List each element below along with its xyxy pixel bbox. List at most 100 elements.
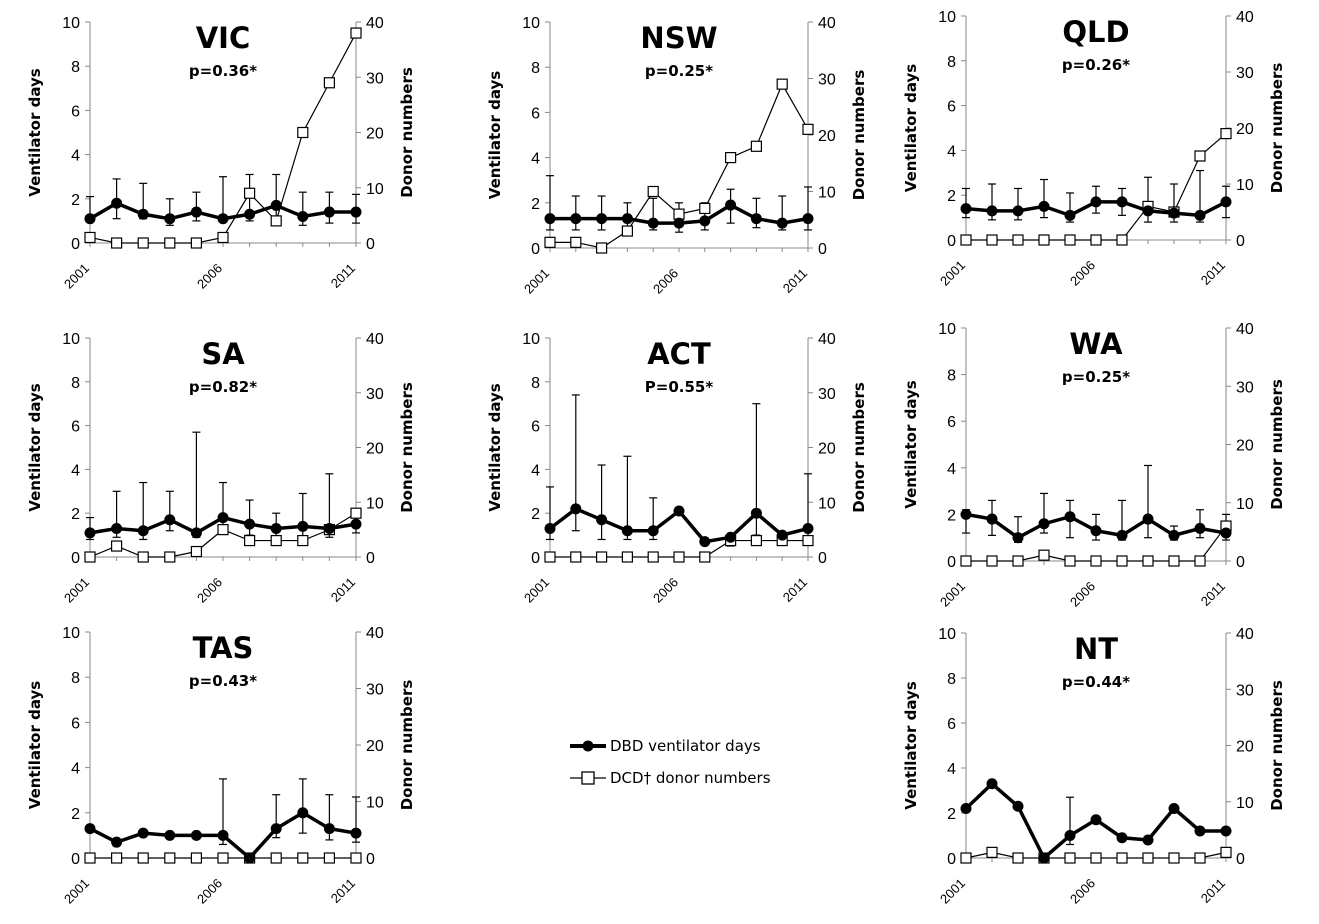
left-tick-label: 2 bbox=[71, 192, 80, 209]
left-tick-label: 10 bbox=[62, 15, 80, 32]
dbd-point bbox=[570, 213, 582, 225]
dcd-point bbox=[776, 78, 788, 90]
right-tick-label: 10 bbox=[366, 795, 384, 812]
x-tick-label: 2006 bbox=[650, 266, 681, 297]
dbd-point bbox=[137, 525, 149, 537]
left-tick-label: 8 bbox=[531, 60, 540, 77]
dbd-point bbox=[1220, 527, 1232, 539]
dbd-point bbox=[1168, 207, 1180, 219]
panel-sa: 0 2 4 6 8 10 0 10 20 30 40 2001 2006 2011 Ventilator d… bbox=[26, 331, 416, 606]
panel-p-value: p=0.44* bbox=[1062, 673, 1130, 691]
dcd-point bbox=[673, 208, 685, 220]
dbd-point bbox=[986, 513, 998, 525]
left-tick-label: 2 bbox=[947, 188, 956, 205]
left-tick-label: 4 bbox=[531, 151, 540, 168]
x-tick-label: 2006 bbox=[1067, 876, 1098, 907]
dbd-point bbox=[1064, 830, 1076, 841]
left-tick-label: 2 bbox=[947, 507, 956, 524]
left-tick-label: 4 bbox=[71, 462, 80, 479]
dcd-point bbox=[1220, 128, 1232, 140]
dcd-point bbox=[84, 551, 96, 563]
dcd-point bbox=[323, 77, 335, 89]
dbd-point bbox=[164, 213, 176, 225]
panel-p-value: p=0.36* bbox=[189, 62, 257, 80]
dcd-point bbox=[986, 234, 998, 246]
left-tick-label: 4 bbox=[531, 462, 540, 479]
y2-axis-title: Donor numbers bbox=[398, 67, 416, 198]
dcd-point bbox=[270, 215, 282, 227]
right-tick-label: 40 bbox=[818, 331, 836, 348]
panel-p-value: P=0.55* bbox=[645, 378, 714, 396]
dbd-point bbox=[621, 213, 633, 225]
dbd-point bbox=[84, 527, 96, 539]
dbd-point bbox=[350, 518, 362, 530]
right-tick-label: 20 bbox=[366, 126, 384, 143]
y-axis-title: Ventilator days bbox=[486, 71, 504, 199]
dbd-point bbox=[270, 823, 282, 835]
panel-title: VIC bbox=[196, 21, 251, 55]
x-tick-label: 2006 bbox=[194, 261, 225, 292]
dbd-point bbox=[1038, 518, 1050, 530]
panel-vic: 0 2 4 6 8 10 0 10 20 30 40 2001 2006 2011 Ventilator d… bbox=[26, 15, 416, 292]
left-tick-label: 4 bbox=[947, 143, 956, 160]
dcd-point bbox=[350, 852, 362, 864]
dbd-point bbox=[350, 206, 362, 218]
x-tick-label: 2001 bbox=[61, 575, 92, 606]
dbd-point bbox=[1116, 196, 1128, 208]
left-tick-label: 0 bbox=[531, 550, 540, 567]
left-tick-label: 6 bbox=[71, 419, 80, 436]
dbd-point bbox=[1168, 803, 1180, 814]
panel-nt: 0 2 4 6 8 10 0 10 20 30 40 2001 2006 2011 Ventilator d… bbox=[902, 626, 1286, 907]
dbd-point bbox=[1194, 522, 1206, 534]
left-tick-label: 2 bbox=[531, 506, 540, 523]
right-tick-label: 0 bbox=[1236, 233, 1245, 250]
panel-title: NSW bbox=[640, 21, 717, 55]
dcd-point bbox=[190, 545, 202, 558]
y-axis-title: Ventilator days bbox=[486, 383, 504, 511]
dbd-point bbox=[1168, 529, 1180, 541]
dcd-point bbox=[137, 237, 149, 249]
dbd-point bbox=[217, 213, 229, 225]
dbd-point bbox=[673, 505, 685, 517]
right-tick-label: 0 bbox=[366, 550, 375, 567]
dbd-point bbox=[323, 206, 335, 218]
dcd-point bbox=[164, 852, 176, 864]
left-tick-label: 10 bbox=[938, 9, 956, 26]
dbd-point bbox=[1090, 525, 1102, 537]
x-tick-label: 2011 bbox=[1198, 579, 1228, 609]
dcd-point bbox=[164, 237, 176, 249]
x-tick-label: 2006 bbox=[194, 876, 225, 907]
x-tick-label: 2001 bbox=[521, 575, 552, 606]
right-tick-label: 0 bbox=[1236, 851, 1245, 868]
right-tick-label: 20 bbox=[366, 738, 384, 755]
dbd-point bbox=[190, 527, 202, 539]
dbd-point bbox=[802, 523, 814, 535]
y2-axis-title: Donor numbers bbox=[398, 680, 416, 811]
panel-qld: 0 2 4 6 8 10 0 10 20 30 40 2001 2006 2011 Ventilator d… bbox=[902, 9, 1286, 289]
x-tick-label: 2011 bbox=[1198, 258, 1228, 288]
dcd-point bbox=[1064, 234, 1076, 246]
panel-p-value: p=0.43* bbox=[189, 672, 257, 690]
panel-p-value: p=0.25* bbox=[645, 62, 713, 80]
dcd-point bbox=[1038, 234, 1050, 246]
right-tick-label: 30 bbox=[1236, 379, 1254, 396]
left-tick-label: 8 bbox=[71, 670, 80, 687]
dbd-point bbox=[596, 514, 608, 526]
x-tick-label: 2001 bbox=[937, 258, 968, 289]
dbd-point bbox=[164, 514, 176, 526]
dcd-point bbox=[297, 126, 309, 139]
dbd-point bbox=[986, 205, 998, 217]
dcd-point bbox=[750, 140, 763, 152]
dcd-point bbox=[960, 852, 972, 864]
dbd-point bbox=[137, 827, 149, 839]
right-tick-label: 0 bbox=[1236, 554, 1245, 571]
panel-title: SA bbox=[201, 337, 245, 371]
dcd-point bbox=[1090, 555, 1102, 567]
dbd-point bbox=[1194, 825, 1206, 837]
dcd-point bbox=[673, 551, 685, 563]
right-tick-label: 10 bbox=[1236, 496, 1254, 513]
left-tick-label: 8 bbox=[531, 375, 540, 392]
dcd-point bbox=[270, 534, 282, 547]
dcd-point bbox=[84, 852, 96, 864]
left-tick-label: 0 bbox=[71, 851, 80, 868]
